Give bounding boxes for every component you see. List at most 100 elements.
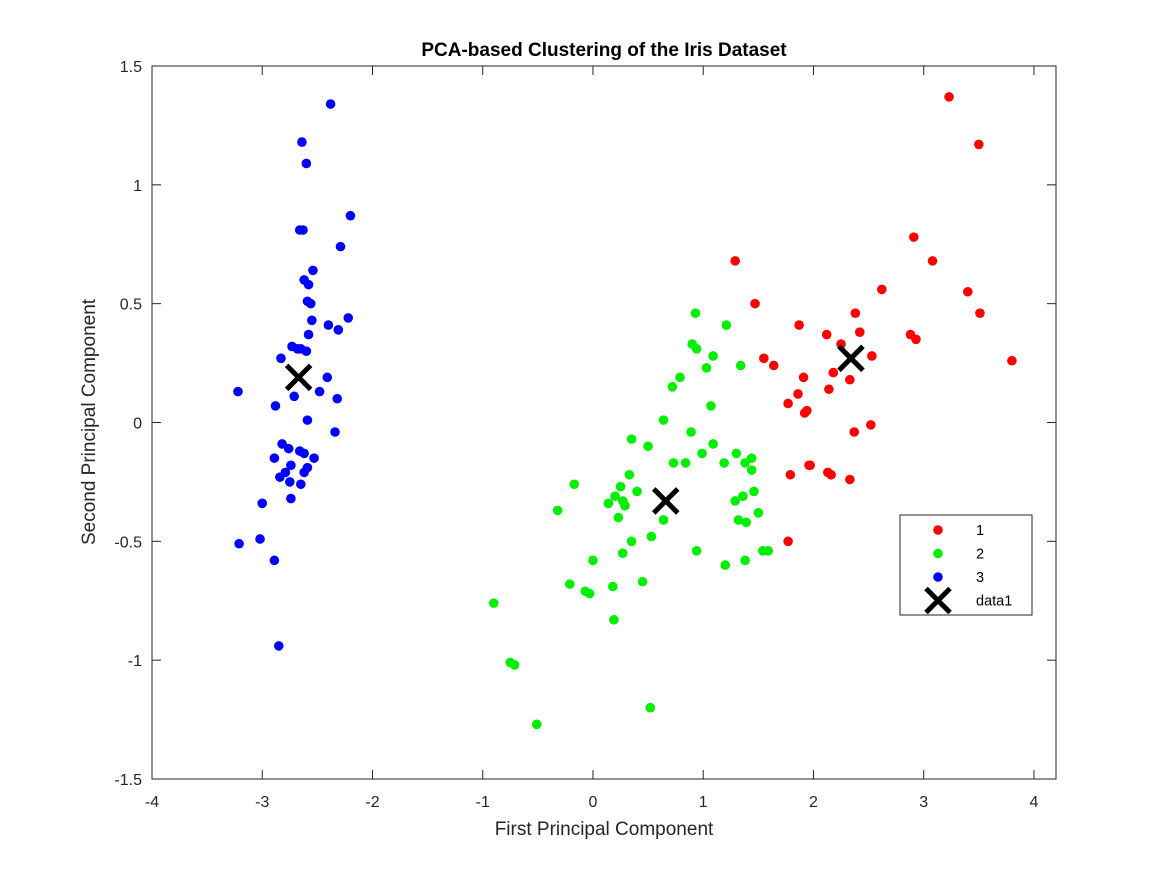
data-point [302, 415, 313, 425]
data-point [299, 467, 309, 478]
data-point [584, 588, 595, 599]
data-point [719, 458, 729, 468]
data-point [708, 351, 718, 361]
data-point [944, 92, 954, 102]
legend-box [899, 514, 1033, 616]
data-point [270, 401, 281, 411]
x-tick-label: 2 [809, 794, 818, 811]
centroid-marker [284, 363, 313, 392]
data-point [552, 505, 563, 516]
data-point [565, 579, 575, 589]
data-point [257, 498, 268, 509]
data-point [974, 139, 984, 150]
data-point [741, 517, 752, 528]
y-tick-label: 1.5 [120, 59, 142, 76]
data-point [1007, 355, 1017, 366]
data-point [690, 308, 701, 318]
data-point [720, 560, 731, 570]
legend-dot [933, 548, 943, 559]
x-tick-label: -1 [476, 794, 490, 811]
data-point [768, 360, 779, 371]
data-point [333, 325, 344, 335]
data-point [730, 496, 740, 506]
data-point [643, 441, 653, 452]
data-point [794, 320, 804, 330]
data-point [845, 374, 855, 385]
data-point [799, 408, 810, 418]
data-point [836, 339, 846, 349]
data-point [307, 315, 317, 326]
legend-dot [933, 525, 943, 535]
data-point [305, 298, 316, 309]
data-point [821, 329, 832, 340]
x-axis-label: First Principal Component [495, 819, 714, 840]
legend-item-data1: data1 [924, 586, 1012, 615]
data-point [285, 477, 295, 487]
data-point [632, 486, 642, 497]
data-point [750, 298, 760, 309]
data-point [335, 241, 346, 252]
data-point [759, 353, 769, 364]
data-point [701, 363, 712, 373]
data-point [269, 555, 280, 566]
data-point [658, 415, 669, 425]
data-point [233, 386, 243, 397]
x-tick-label: 4 [1029, 794, 1038, 811]
data-point [296, 479, 306, 490]
data-point [308, 265, 318, 276]
legend-label: 2 [976, 547, 984, 563]
data-point [624, 469, 635, 480]
data-point [303, 329, 314, 340]
data-point [691, 344, 702, 354]
legend-item-2: 2 [933, 547, 984, 563]
data-point [746, 465, 757, 475]
data-point [675, 372, 685, 383]
data-point [255, 534, 265, 544]
centroid-marker [837, 344, 865, 373]
y-tick-label: 1 [133, 178, 142, 195]
data-point [849, 427, 860, 437]
data-point [658, 515, 669, 525]
x-stroke [837, 344, 865, 373]
data-point [854, 327, 865, 337]
data-point [824, 384, 834, 395]
data-point [294, 446, 305, 456]
legend-item-1: 1 [933, 523, 984, 539]
data-point [828, 367, 839, 378]
axis-ticks: -4 -3 -2 -1 0 1 2 3 4 -1.5 -1 -0.5 0 0.5 1 1.5 [114, 59, 1056, 811]
data-point [877, 284, 887, 295]
data-point [783, 536, 793, 547]
data-point [911, 334, 921, 345]
data-point [283, 443, 294, 454]
data-point [603, 498, 614, 509]
legend-x-marker [924, 586, 952, 615]
data-point [509, 660, 520, 670]
centroid-marker [651, 487, 680, 515]
data-point [826, 469, 836, 480]
legend-item-3: 3 [933, 570, 984, 586]
legend-label: 1 [976, 523, 984, 539]
data-point [343, 313, 354, 323]
data-point [569, 479, 580, 490]
data-point [325, 99, 336, 109]
data-point [637, 576, 648, 587]
data-point [706, 401, 716, 411]
data-point [708, 439, 718, 449]
data-point [488, 598, 499, 608]
data-point [531, 719, 542, 730]
data-point [289, 391, 300, 402]
y-tick-label: -1 [128, 653, 142, 670]
x-tick-label: -2 [365, 794, 379, 811]
data-point [753, 508, 764, 518]
y-tick-label: -1.5 [114, 772, 142, 789]
data-point [865, 420, 876, 430]
data-point [733, 515, 744, 525]
legend-label: 3 [976, 570, 984, 586]
data-point [309, 453, 319, 463]
data-point [783, 398, 793, 409]
x-tick-label: -4 [145, 794, 159, 811]
data-point [303, 279, 314, 290]
data-point [620, 500, 630, 511]
data-point [785, 469, 796, 480]
data-point [301, 158, 312, 169]
